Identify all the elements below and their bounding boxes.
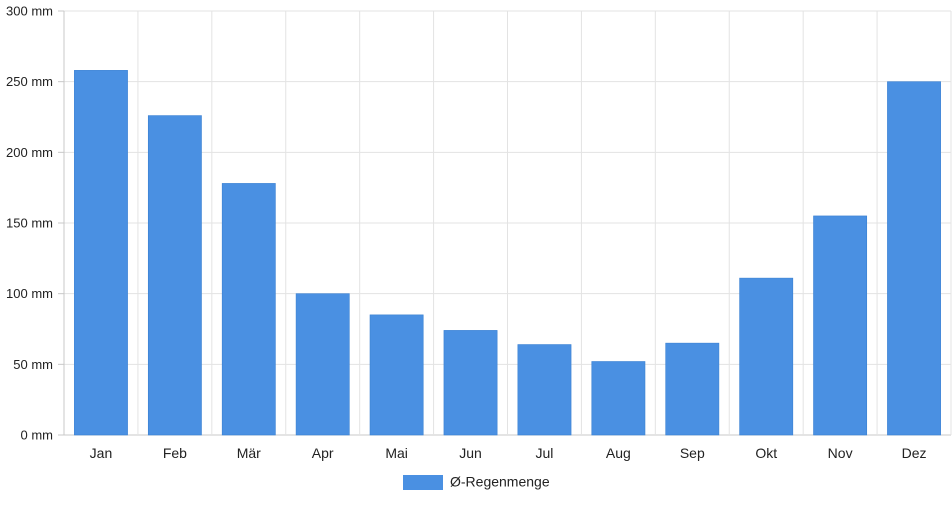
bar-apr[interactable] (295, 293, 350, 436)
x-tick-label: Mai (385, 445, 408, 461)
bar-nov[interactable] (813, 215, 868, 436)
y-axis: 0 mm 50 mm 100 mm 150 mm 200 mm 250 mm 300 mm (6, 4, 53, 443)
y-tick-label: 200 mm (6, 145, 53, 160)
x-tick-label: Nov (828, 445, 853, 461)
x-tick-label: Okt (755, 445, 777, 461)
x-tick-label: Sep (680, 445, 705, 461)
y-tick-label: 250 mm (6, 74, 53, 89)
bar-dez[interactable] (887, 81, 941, 436)
bar-jul[interactable] (517, 344, 572, 436)
x-tick-label: Dez (902, 445, 927, 461)
y-tick-label: 100 mm (6, 286, 53, 301)
bar-aug[interactable] (591, 361, 646, 436)
bar-mär[interactable] (221, 183, 276, 436)
bar-okt[interactable] (739, 277, 794, 436)
bar-jun[interactable] (443, 330, 498, 436)
legend[interactable]: Ø-Regenmenge (403, 474, 550, 491)
bar-feb[interactable] (147, 115, 202, 436)
legend-label: Ø-Regenmenge (450, 474, 550, 490)
bar-sep[interactable] (665, 342, 720, 436)
x-tick-label: Jan (90, 445, 113, 461)
legend-swatch (403, 475, 443, 490)
grid-layer (58, 10, 952, 436)
y-tick-label: 150 mm (6, 216, 53, 231)
bar-jan[interactable] (74, 70, 128, 436)
x-tick-label: Jun (459, 445, 482, 461)
x-tick-label: Mär (237, 445, 261, 461)
bars-layer (74, 70, 941, 436)
x-tick-label: Apr (312, 445, 334, 461)
bar-mai[interactable] (369, 314, 424, 436)
y-tick-label: 50 mm (13, 357, 53, 372)
x-tick-label: Aug (606, 445, 631, 461)
y-tick-label: 300 mm (6, 4, 53, 19)
x-axis: Jan Feb Mär Apr Mai Jun Jul Aug Sep Okt Nov Dez (90, 445, 927, 461)
x-tick-label: Jul (536, 445, 554, 461)
y-tick-label: 0 mm (21, 428, 54, 443)
x-tick-label: Feb (163, 445, 187, 461)
